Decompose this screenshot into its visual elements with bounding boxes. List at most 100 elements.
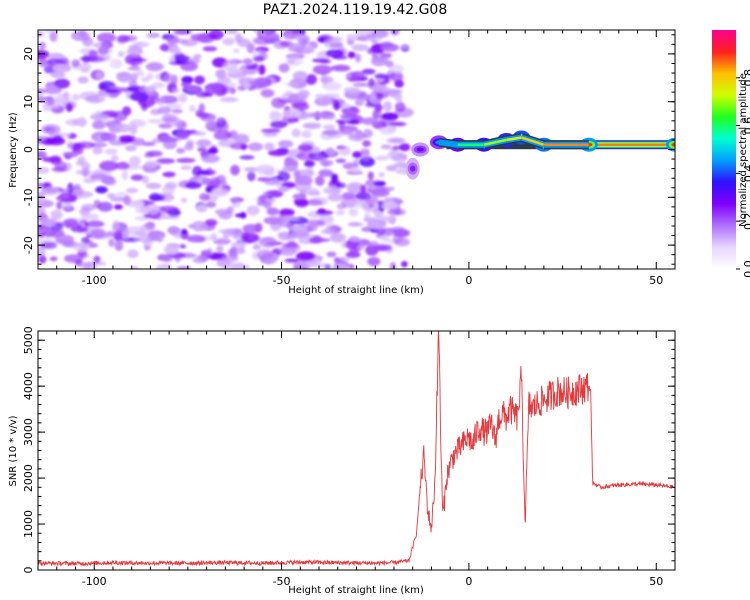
noise-blob [277, 232, 287, 238]
noise-blob [125, 226, 146, 236]
noise-blob [335, 158, 347, 164]
noise-blob [104, 148, 118, 155]
noise-blob [291, 128, 301, 138]
noise-blob [322, 129, 340, 136]
noise-blob [189, 104, 196, 112]
noise-blob [379, 126, 397, 135]
x-tick-label: -50 [273, 575, 291, 588]
noise-blob [232, 48, 240, 54]
noise-blob [207, 147, 219, 155]
noise-blob [64, 151, 78, 158]
noise-blob [140, 76, 150, 83]
noise-blob [307, 112, 326, 118]
colorbar-ticks: 0.0 0.2 0.4 0.6 0.8 [736, 69, 750, 278]
noise-blob [348, 133, 366, 142]
noise-blob [366, 219, 387, 230]
noise-blob [46, 84, 59, 95]
noise-blob [185, 182, 202, 189]
noise-blob [295, 184, 309, 190]
noise-blob [317, 95, 333, 106]
noise-blob [147, 118, 165, 124]
noise-blob [264, 142, 275, 151]
noise-blob [307, 223, 318, 232]
noise-blob [323, 124, 336, 130]
noise-blob [161, 254, 171, 262]
noise-blob [100, 132, 117, 142]
noise-blob [121, 106, 132, 116]
noise-blob [345, 71, 360, 82]
noise-blob [146, 204, 160, 215]
noise-blob [245, 64, 258, 70]
signal-segment-core [506, 136, 522, 142]
noise-blob [39, 241, 58, 249]
y-tick-label: 10 [22, 95, 35, 109]
snr-frame [37, 330, 676, 571]
noise-blob [279, 216, 300, 221]
signal-band-layer [543, 143, 675, 146]
noise-blob [380, 144, 392, 150]
noise-blob [156, 158, 175, 164]
noise-blob [281, 109, 302, 118]
noise-blob [246, 205, 260, 216]
noise-blob [117, 51, 125, 57]
noise-blob [113, 204, 123, 210]
noise-blob [141, 175, 149, 184]
noise-blob [375, 227, 386, 235]
signal-band [405, 130, 675, 180]
noise-blob [176, 157, 196, 164]
noise-blob [291, 102, 310, 111]
noise-blob [116, 240, 123, 245]
noise-blob [361, 200, 369, 211]
noise-blob [371, 56, 389, 62]
noise-blob [145, 182, 162, 190]
noise-blob [72, 242, 91, 252]
noise-blob [114, 123, 132, 133]
noise-blob [277, 170, 291, 182]
noise-blob [40, 187, 56, 195]
noise-blob [192, 131, 207, 136]
heatmap-xlabel: Height of straight line (km) [288, 285, 424, 296]
noise-blob [168, 47, 181, 54]
noise-blob [55, 196, 64, 201]
noise-blob [367, 171, 374, 180]
noise-blob [237, 85, 247, 91]
noise-blob [222, 60, 238, 72]
noise-blob [263, 200, 272, 209]
noise-blob [102, 120, 114, 125]
noise-blob [345, 251, 361, 258]
noise-blob [362, 139, 371, 147]
noise-blob [285, 55, 304, 67]
colorbar-tick-label: 0.6 [742, 117, 750, 135]
noise-blob [186, 234, 206, 243]
noise-blob [361, 68, 376, 75]
noise-blob [323, 186, 342, 195]
noise-blob [243, 167, 258, 172]
noise-blob [38, 166, 50, 174]
noise-blob [262, 132, 279, 137]
noise-blob [247, 170, 256, 182]
noise-blob [109, 58, 123, 69]
noise-blob [65, 102, 74, 112]
y-tick-label: 0 [22, 567, 35, 574]
y-tick-label: -10 [22, 188, 35, 206]
noise-blob [135, 70, 145, 77]
x-tick-label: 0 [465, 575, 472, 588]
noise-blob [389, 138, 406, 143]
noise-blob [295, 251, 316, 261]
noise-blob [401, 260, 408, 268]
noise-blobs [38, 30, 414, 269]
noise-blob [62, 202, 73, 209]
noise-blob [252, 244, 261, 250]
noise-blob [174, 55, 190, 62]
noise-blob [50, 209, 63, 221]
noise-blob [366, 37, 383, 42]
noise-blob [93, 199, 102, 209]
snr-xlabel: Height of straight line (km) [288, 585, 424, 596]
noise-blob [269, 120, 287, 130]
noise-blob [291, 30, 301, 35]
noise-blob [180, 197, 188, 204]
noise-blob [42, 156, 62, 163]
noise-blob [378, 172, 385, 178]
